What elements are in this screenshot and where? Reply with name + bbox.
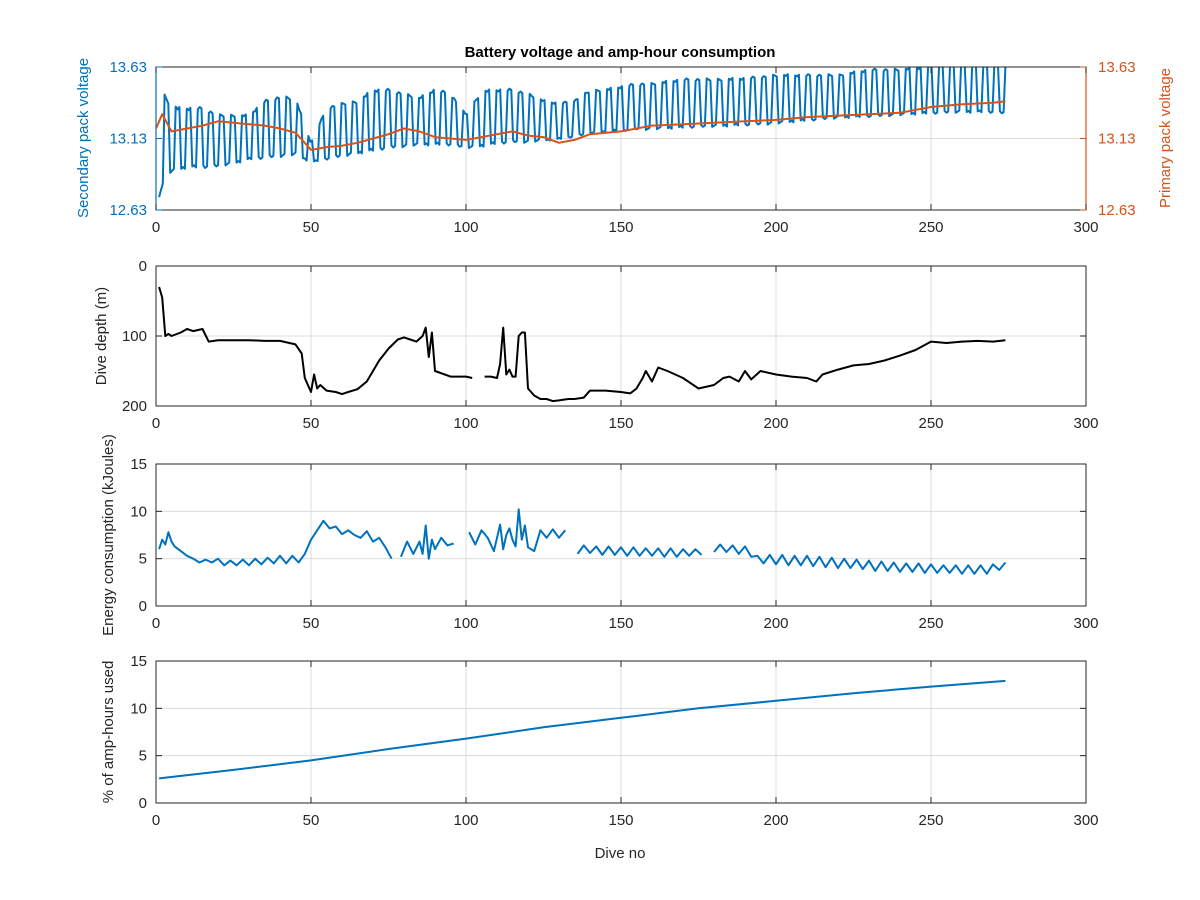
y-axis-label-voltage-right: Primary pack voltage	[1157, 68, 1174, 208]
x-tick-label: 300	[1073, 615, 1098, 632]
series-line-voltage-1	[156, 100, 1006, 151]
x-tick-label: 250	[918, 415, 943, 432]
y-tick-label: 15	[130, 653, 147, 670]
x-tick-label: 300	[1073, 415, 1098, 432]
y-tick-label: 0	[139, 598, 147, 615]
y-axis-label-amp-hours: % of amp-hours used	[100, 661, 117, 804]
x-tick-label: 100	[453, 219, 478, 236]
y-tick-label: 100	[122, 328, 147, 345]
x-tick-label: 100	[453, 615, 478, 632]
x-tick-label: 50	[303, 615, 320, 632]
y-tick-label: 10	[130, 700, 147, 717]
series-line-voltage-0	[158, 67, 1007, 198]
y-axis-label-energy: Energy consumption (kJoules)	[100, 434, 117, 636]
x-tick-label: 0	[152, 812, 160, 829]
x-tick-label: 0	[152, 615, 160, 632]
x-tick-label: 300	[1073, 219, 1098, 236]
right-y-tick-label: 13.13	[1098, 131, 1136, 148]
x-tick-label: 0	[152, 219, 160, 236]
x-tick-label: 50	[303, 812, 320, 829]
x-tick-label: 150	[608, 812, 633, 829]
x-tick-label: 50	[303, 219, 320, 236]
x-axis-label: Dive no	[595, 845, 646, 862]
y-tick-label: 10	[130, 503, 147, 520]
x-tick-label: 100	[453, 415, 478, 432]
x-tick-label: 200	[763, 219, 788, 236]
dive-depth-panel: 0 50 100 150 200 250 300 0 100 200	[122, 258, 1099, 432]
y-tick-label: 0	[139, 258, 147, 275]
x-tick-label: 200	[763, 812, 788, 829]
y-axis-label-depth: Dive depth (m)	[93, 287, 110, 385]
amp-hours-panel: 0 50 100 150 200 250 300 0 5 10 15	[130, 653, 1098, 829]
y-tick-label: 15	[130, 456, 147, 473]
x-tick-label: 50	[303, 415, 320, 432]
series-line-depth-0	[158, 286, 1006, 403]
series-line-amp-hours-0	[158, 679, 1006, 780]
y-tick-label: 5	[139, 551, 147, 568]
y-tick-label: 12.63	[109, 202, 147, 219]
energy-consumption-panel: 0 50 100 150 200 250 300 0 5 10 15	[130, 456, 1098, 632]
y-tick-label: 0	[139, 795, 147, 812]
x-tick-label: 250	[918, 812, 943, 829]
right-y-tick-label: 13.63	[1098, 59, 1136, 76]
series-line-energy-0	[158, 508, 1007, 575]
x-tick-label: 250	[918, 219, 943, 236]
y-axis-label-voltage-left: Secondary pack voltage	[75, 58, 92, 218]
x-tick-label: 200	[763, 415, 788, 432]
x-tick-label: 100	[453, 812, 478, 829]
y-tick-label: 13.63	[109, 59, 147, 76]
y-tick-label: 200	[122, 398, 147, 415]
y-tick-label: 5	[139, 748, 147, 765]
voltage-panel: 0 50 100 150 200 250 30012.6313.1313.6312.6313…	[109, 59, 1135, 236]
x-tick-label: 0	[152, 415, 160, 432]
x-tick-label: 150	[608, 219, 633, 236]
x-tick-label: 200	[763, 615, 788, 632]
x-tick-label: 150	[608, 615, 633, 632]
figure-title: Battery voltage and amp-hour consumption	[465, 44, 776, 61]
x-tick-label: 150	[608, 415, 633, 432]
right-y-tick-label: 12.63	[1098, 202, 1136, 219]
x-tick-label: 250	[918, 615, 943, 632]
y-tick-label: 13.13	[109, 131, 147, 148]
x-tick-label: 300	[1073, 812, 1098, 829]
